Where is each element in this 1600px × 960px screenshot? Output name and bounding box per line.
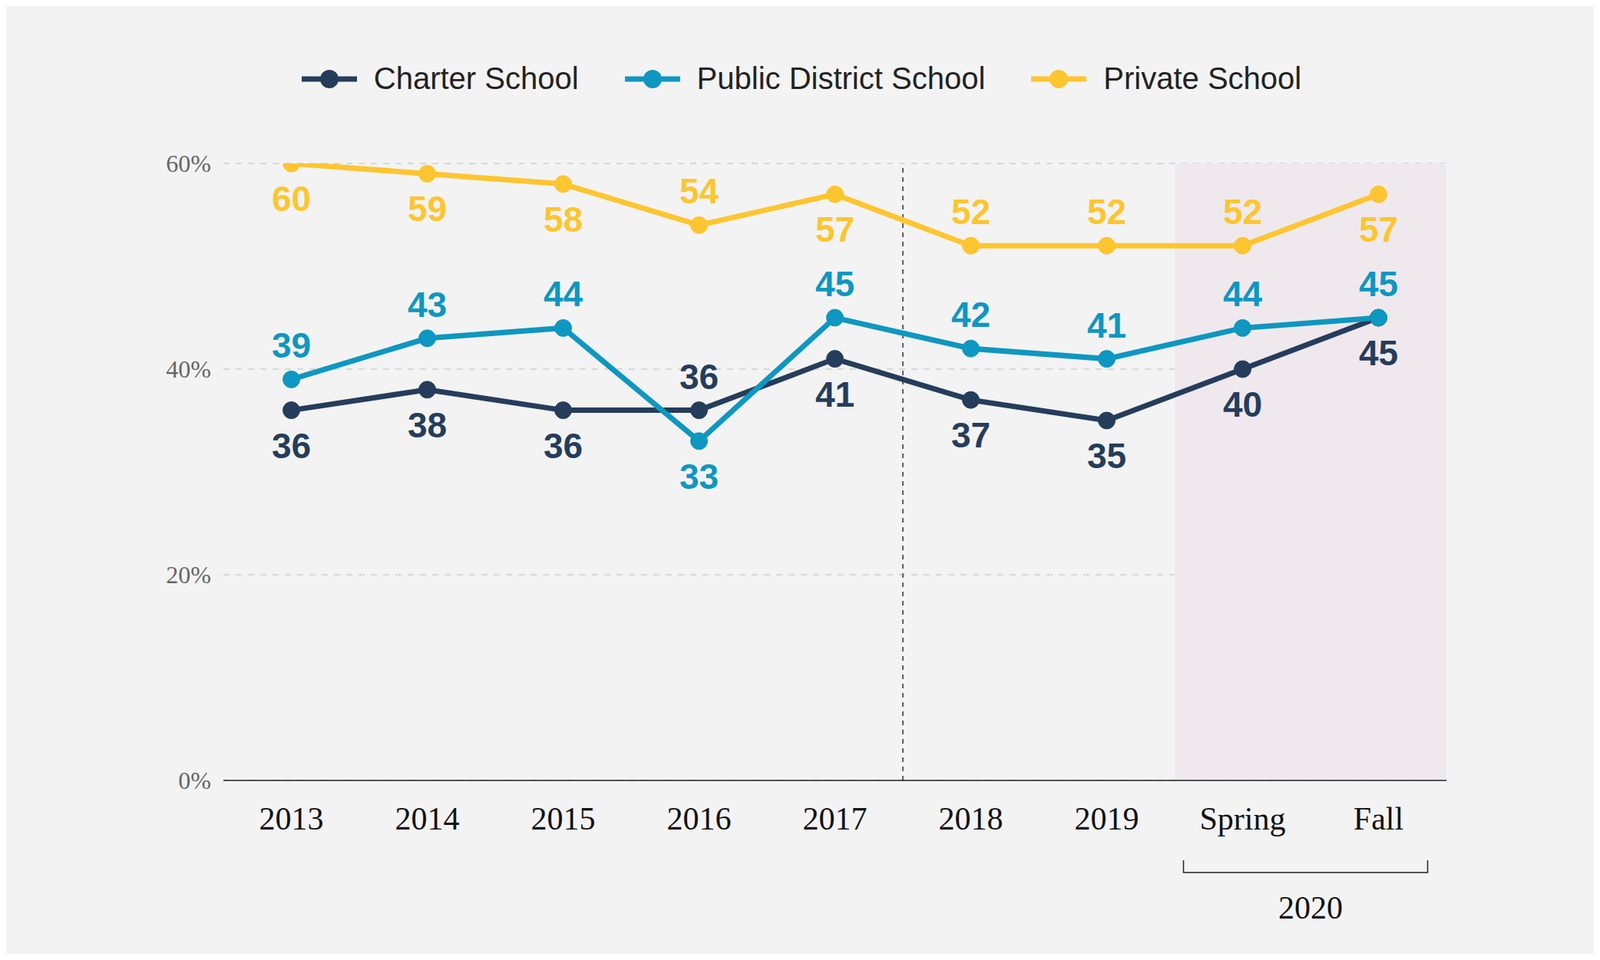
svg-text:2018: 2018	[938, 801, 1004, 837]
svg-text:39: 39	[271, 325, 311, 366]
svg-text:2017: 2017	[803, 801, 868, 837]
svg-text:36: 36	[543, 426, 583, 467]
svg-text:40: 40	[1223, 384, 1263, 425]
svg-text:38: 38	[407, 405, 447, 446]
svg-text:58: 58	[543, 199, 583, 240]
svg-text:57: 57	[815, 209, 855, 250]
svg-text:2016: 2016	[667, 801, 732, 837]
svg-text:57: 57	[1358, 209, 1399, 250]
svg-text:44: 44	[543, 274, 584, 315]
svg-text:60: 60	[271, 178, 311, 219]
svg-text:40%: 40%	[165, 355, 212, 384]
svg-text:45: 45	[815, 264, 855, 305]
svg-text:52: 52	[1087, 191, 1127, 232]
svg-text:44: 44	[1223, 274, 1263, 315]
svg-text:54: 54	[679, 171, 720, 212]
svg-text:0%: 0%	[178, 766, 212, 795]
svg-text:52: 52	[1223, 191, 1263, 232]
svg-text:41: 41	[1087, 305, 1127, 346]
svg-text:2019: 2019	[1074, 801, 1140, 837]
html-text:Charter School: Charter School	[373, 61, 579, 96]
html-text:Private School: Private School	[1103, 61, 1302, 96]
svg-text:36: 36	[271, 426, 311, 467]
svg-text:2013: 2013	[259, 801, 324, 837]
svg-text:59: 59	[407, 188, 447, 229]
svg-text:42: 42	[951, 294, 991, 335]
html-text:Public District School: Public District School	[696, 61, 986, 96]
svg-text:20%: 20%	[165, 561, 212, 589]
svg-text:60%: 60%	[165, 149, 212, 178]
svg-text:2020: 2020	[1278, 890, 1343, 926]
svg-text:2015: 2015	[531, 801, 596, 837]
svg-text:Spring: Spring	[1199, 801, 1286, 837]
svg-text:41: 41	[815, 374, 855, 415]
svg-text:35: 35	[1087, 436, 1127, 477]
svg-text:Fall: Fall	[1353, 801, 1404, 837]
svg-text:2014: 2014	[395, 801, 460, 837]
svg-text:37: 37	[951, 415, 991, 456]
svg-text:45: 45	[1358, 333, 1399, 374]
svg-text:36: 36	[679, 357, 719, 397]
svg-text:52: 52	[951, 191, 991, 232]
svg-text:45: 45	[1358, 264, 1399, 305]
svg-text:33: 33	[679, 456, 719, 497]
svg-text:43: 43	[407, 284, 447, 325]
